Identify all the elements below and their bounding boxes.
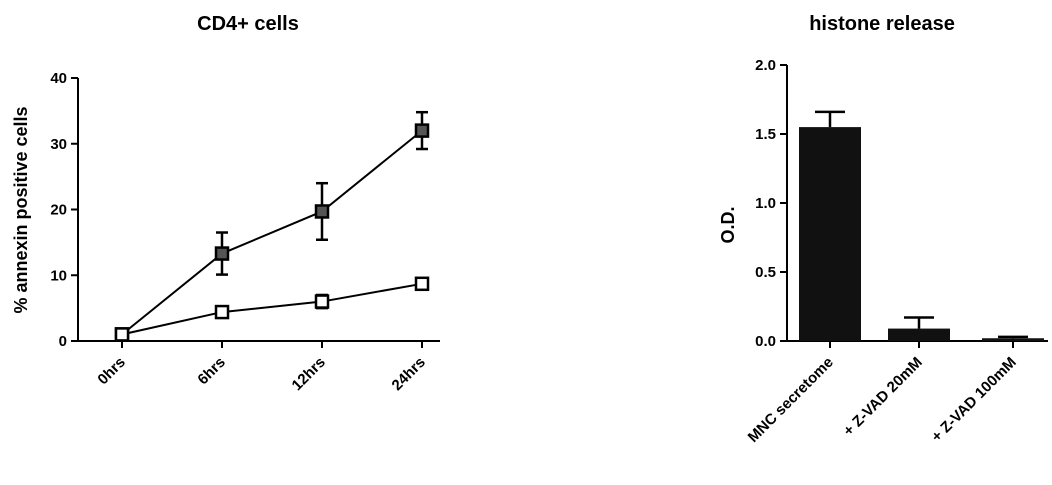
histone-bar-chart: histone release O.D. 0.0 0.5 1.0 1.5 2.0 MNC… <box>718 13 1048 446</box>
histone-bars <box>799 110 1044 341</box>
cd4-x-tick-label: 12hrs <box>289 354 329 394</box>
cd4-series-2-line <box>121 282 423 336</box>
cd4-x-tick-label: 6hrs <box>194 354 228 388</box>
cd4-x-tick-label: 24hrs <box>389 354 429 394</box>
cd4-series-2-point <box>414 276 430 292</box>
cd4-series-1-line <box>121 129 423 336</box>
histone-x-tick-label: + Z-VAD 20mM <box>840 354 926 440</box>
histone-x-ticks: MNC secretome + Z-VAD 20mM + Z-VAD 100mM <box>745 341 1020 446</box>
cd4-series-2-point <box>314 294 330 309</box>
cd4-y-tick-label: 30 <box>50 136 67 153</box>
cd4-series-1-point <box>314 204 330 219</box>
histone-y-tick-label: 0.5 <box>755 264 776 281</box>
cd4-x-ticks: 0hrs 6hrs 12hrs 24hrs <box>94 341 429 394</box>
cd4-series-2-point <box>114 327 130 342</box>
histone-bar <box>799 127 861 341</box>
histone-y-tick-label: 2.0 <box>755 57 776 74</box>
histone-y-tick-label: 1.0 <box>755 195 776 212</box>
cd4-y-tick-label: 20 <box>50 202 67 219</box>
histone-y-axis-label: O.D. <box>718 206 738 243</box>
histone-bar <box>982 338 1044 341</box>
histone-y-ticks: 0.0 0.5 1.0 1.5 2.0 <box>755 57 787 350</box>
histone-y-tick-label: 1.5 <box>755 126 776 143</box>
histone-bar <box>888 328 950 341</box>
cd4-y-tick-label: 40 <box>50 70 67 87</box>
histone-x-tick-label: MNC secretome <box>745 354 837 446</box>
cd4-series-1-point <box>214 246 230 261</box>
cd4-series-2-point <box>214 304 230 320</box>
cd4-y-axis-label: % annexin positive cells <box>11 106 31 313</box>
cd4-x-tick-label: 0hrs <box>94 354 128 388</box>
cd4-y-ticks: 0 10 20 30 40 <box>50 70 78 350</box>
cd4-series-1-point <box>414 123 430 138</box>
cd4-y-tick-label: 10 <box>50 267 67 284</box>
histone-chart-title: histone release <box>809 13 955 35</box>
cd4-series <box>114 110 430 342</box>
cd4-y-tick-label: 0 <box>59 333 67 350</box>
cd4-line-chart: CD4+ cells % annexin positive cells 0 10 2… <box>11 13 440 394</box>
histone-x-tick-label: + Z-VAD 100mM <box>928 354 1020 446</box>
cd4-chart-title: CD4+ cells <box>197 13 299 35</box>
histone-y-tick-label: 0.0 <box>755 333 776 350</box>
